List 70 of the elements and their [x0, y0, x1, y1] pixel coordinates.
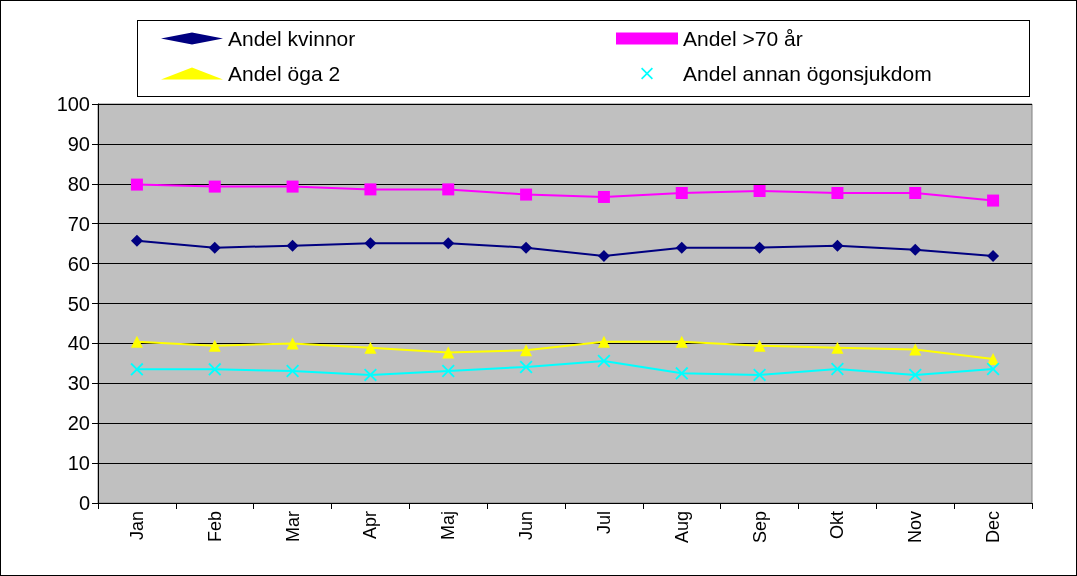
- point: [675, 186, 688, 199]
- point: [286, 180, 299, 193]
- point: [831, 239, 844, 252]
- legend-label: Andel >70 år: [683, 27, 803, 50]
- point: [286, 239, 299, 252]
- point: [597, 354, 611, 368]
- legend-label: Andel kvinnor: [228, 27, 356, 50]
- point: [909, 243, 922, 256]
- point: [909, 186, 922, 199]
- point: [597, 190, 610, 203]
- point: [442, 237, 455, 250]
- point: [597, 335, 610, 348]
- point: [987, 250, 1000, 263]
- point: [286, 337, 299, 350]
- point: [753, 241, 766, 254]
- point: [675, 241, 688, 254]
- y-tick-label: 50: [67, 292, 90, 315]
- point: [364, 341, 377, 354]
- point: [831, 186, 844, 199]
- x-tick-label: Dec: [983, 511, 1004, 544]
- point: [130, 362, 144, 376]
- y-tick-label: 30: [67, 372, 90, 395]
- point: [909, 343, 922, 356]
- x-tick-label: Aug: [671, 511, 692, 544]
- x-tick-label: Maj: [438, 511, 459, 541]
- point: [675, 366, 689, 380]
- x-tick-label: Sep: [749, 511, 770, 544]
- point: [208, 241, 221, 254]
- y-tick-label: 70: [67, 212, 90, 235]
- point: [208, 339, 221, 352]
- x-tick-label: Jul: [593, 511, 614, 535]
- x-tick-label: Nov: [905, 511, 926, 544]
- point: [208, 180, 221, 193]
- point: [519, 360, 533, 374]
- point: [130, 178, 143, 191]
- x-tick-label: Okt: [827, 511, 848, 540]
- point: [442, 183, 455, 196]
- y-tick-label: 40: [67, 332, 90, 355]
- x-tick-label: Jan: [126, 511, 147, 541]
- point: [753, 184, 766, 197]
- legend-label: Andel öga 2: [228, 62, 341, 85]
- point: [364, 237, 377, 250]
- point: [520, 241, 533, 254]
- x-tick-label: Feb: [204, 511, 225, 543]
- point: [441, 364, 455, 378]
- x-tick-label: Jun: [516, 511, 537, 541]
- point: [442, 346, 455, 359]
- point: [986, 362, 1000, 376]
- point: [520, 188, 533, 201]
- y-tick-label: 80: [67, 172, 90, 195]
- point: [208, 362, 222, 376]
- point: [675, 335, 688, 348]
- point: [831, 341, 844, 354]
- point: [364, 183, 377, 196]
- point: [130, 335, 143, 348]
- x-tick-label: Apr: [360, 511, 381, 540]
- y-tick-label: 90: [67, 132, 90, 155]
- point: [753, 339, 766, 352]
- legend-label: Andel annan ögonsjukdom: [683, 62, 932, 85]
- point: [520, 344, 533, 357]
- point: [987, 194, 1000, 207]
- y-tick-label: 20: [67, 412, 90, 435]
- point: [908, 368, 922, 382]
- y-tick-label: 0: [78, 492, 90, 514]
- y-tick-label: 60: [67, 252, 90, 275]
- point: [597, 250, 610, 263]
- point: [130, 234, 143, 247]
- x-tick-label: Mar: [282, 511, 303, 542]
- y-tick-label: 100: [56, 93, 90, 115]
- y-tick-label: 10: [67, 452, 90, 475]
